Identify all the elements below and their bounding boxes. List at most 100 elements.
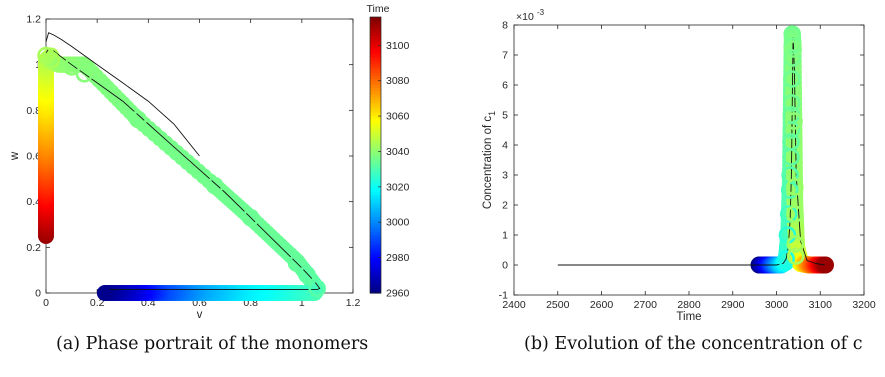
colorbar-segment [370,105,381,110]
hollow-marker [308,279,326,298]
hollow-marker [783,70,801,88]
hollow-marker [287,254,306,273]
colorbar-segment [370,75,381,79]
hollow-marker [785,112,803,130]
colorbar-segment [370,136,381,141]
x-tick-label: 2800 [677,299,701,311]
y-tick-label: 0.4 [26,196,41,208]
hollow-marker [206,176,224,195]
hollow-marker [75,65,94,83]
colorbar-segment [370,124,381,128]
y-tick-label: 8 [502,20,508,32]
x-tick-label: 2400 [502,299,526,311]
colorbar-tick-label: 3100 [386,40,410,52]
colorbar-segment [370,96,381,101]
colorbar-segment [370,81,381,86]
colorbar-tick-label: 3060 [386,111,410,123]
colorbar-label: Time [367,3,390,15]
colorbar-segment [370,93,381,98]
trajectory-point [96,285,113,301]
colorbar-segment [370,243,381,248]
colorbar-segment [370,286,381,291]
hollow-marker [777,250,795,268]
colorbar-segment [370,250,381,254]
y-axis-label-main: Concentration of c [482,116,494,210]
colorbar-tick-label: 2980 [386,252,410,264]
colorbar-segment [370,20,381,24]
plot-area-b [513,24,865,296]
colorbar-segment [370,151,381,156]
colorbar-segment [370,38,381,43]
time-colorbar: 2960 2980 3000 3020 3040 3060 3080 3100 Time [367,3,410,300]
colorbar-segment [370,207,381,211]
colorbar-segment [370,63,381,67]
y-tick-label: -1 [499,290,508,302]
colorbar-segment [370,219,381,224]
colorbar-segment [370,72,381,76]
colorbar-segment [370,59,381,64]
colorbar-segment [370,41,381,46]
colorbar-segment [370,118,381,122]
colorbar-segment [370,170,381,174]
colorbar-segment [370,53,381,58]
colorbar-segment [370,32,381,36]
hollow-marker [786,247,805,265]
colorbar-segment [370,265,381,270]
y-axis-label: w [9,151,21,161]
y-tick-label: 4 [502,140,508,152]
x-tick-label: 0 [43,297,49,309]
colorbar-segment [370,231,381,236]
colorbar-segment [370,44,381,49]
caption-a: (a) Phase portrait of the monomers [56,334,369,354]
colorbar-segment [370,26,381,30]
colorbar-segment [370,115,381,119]
hollow-marker [241,208,260,227]
colorbar-segment [370,253,381,257]
colorbar-segment [370,262,381,266]
colorbar-segment [370,148,381,153]
colorbar-tick-label: 3040 [386,146,410,158]
colorbar-segment [370,240,381,245]
hollow-marker [786,205,804,223]
colorbar-segment [370,228,381,233]
hollow-marker [786,235,805,253]
y-tick-label: 2 [502,200,508,212]
y-tick-label: 0.6 [26,151,41,163]
y-tick-label: 0.2 [26,242,41,254]
hollow-marker [782,133,800,151]
colorbar-segment [370,17,381,21]
x-tick-label: 3100 [809,299,833,311]
y-tick-label: 7 [502,50,508,62]
colorbar-segment [370,197,381,202]
colorbar-segment [370,84,381,89]
colorbar-segment [370,66,381,70]
colorbar-frame [369,16,382,294]
colorbar-segment [370,173,381,178]
colorbar-segment [370,139,381,144]
hollow-marker [783,94,801,112]
colorbar-segment [370,99,381,104]
colorbar-segment [370,145,381,150]
colorbar-segment [370,90,381,95]
colorbar-segment [370,194,381,199]
colorbar-segment [370,283,381,288]
colorbar-segment [370,158,381,162]
x-tick-label: 3200 [852,299,876,311]
hollow-marker [786,178,804,196]
colorbar-segment [370,47,381,52]
colorbar-segment [370,176,381,181]
colorbar-segment [370,204,381,208]
colorbar-tick-label: 3020 [386,181,410,193]
hollow-marker [784,40,802,58]
colorbar-segment [370,237,381,242]
colorbar-segment [370,185,381,190]
y-axis-label: Concentration of c1 [482,111,497,209]
colorbar-segment [370,102,381,107]
colorbar-segment [370,216,381,220]
colorbar-segment [370,56,381,61]
chart-concentration-evolution: 2400 2500 2600 2700 2800 2900 3000 3100 3200 -1 0 1… [482,8,876,323]
colorbar-segment [370,29,381,33]
colorbar-segment [370,112,381,116]
colorbar-segment [370,191,381,196]
